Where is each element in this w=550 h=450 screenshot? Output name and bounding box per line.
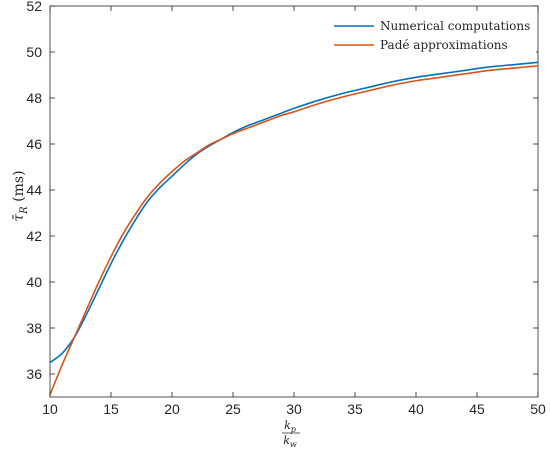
- x-axis-denominator-sub: w: [290, 440, 297, 449]
- plot-area: [49, 5, 539, 398]
- x-tick-label: 25: [225, 401, 241, 417]
- y-tick-label: 52: [26, 0, 42, 14]
- svg-text:kp: kp: [284, 419, 296, 434]
- x-tick-label: 50: [530, 401, 546, 417]
- x-tick-label: 20: [164, 401, 180, 417]
- axes-box: [49, 5, 539, 398]
- legend: Numerical computations Padé approximatio…: [330, 12, 536, 56]
- y-tick-label: 48: [26, 90, 42, 106]
- y-axis-symbol: τ̄: [11, 214, 27, 222]
- legend-label-pade: Padé approximations: [380, 38, 508, 52]
- x-tick-label: 30: [286, 401, 302, 417]
- y-tick-label: 44: [26, 182, 42, 198]
- series-layer: [49, 61, 539, 396]
- y-axis-subscript: R: [19, 206, 30, 215]
- x-tick-label: 45: [469, 401, 485, 417]
- x-tick-label: 35: [347, 401, 363, 417]
- series-line-0: [49, 61, 539, 364]
- x-tick-label: 40: [408, 401, 424, 417]
- svg-text:kw: kw: [283, 434, 297, 449]
- y-tick-label: 42: [26, 228, 42, 244]
- x-axis-denominator: k: [283, 434, 290, 447]
- legend-label-numerical: Numerical computations: [380, 19, 530, 33]
- y-axis-label: τ̄R (ms): [11, 170, 30, 221]
- y-tick-label: 46: [26, 136, 42, 152]
- ticks-layer: 10 15 20 25 30 35 40 45 50 36 38 40 42 44 46 48 50 52: [26, 0, 546, 417]
- y-axis-unit: (ms): [11, 170, 27, 206]
- x-axis-numerator: k: [284, 419, 291, 432]
- y-tick-label: 40: [26, 274, 42, 290]
- x-tick-label: 10: [42, 401, 58, 417]
- x-axis-numerator-sub: p: [291, 425, 296, 434]
- y-tick-label: 50: [26, 44, 42, 60]
- y-tick-label: 38: [26, 320, 42, 336]
- x-axis-label: kp kw: [282, 419, 300, 449]
- y-tick-label: 36: [26, 366, 42, 382]
- legend-box: [330, 12, 536, 56]
- x-tick-label: 15: [103, 401, 119, 417]
- svg-text:τ̄R (ms): τ̄R (ms): [11, 170, 30, 221]
- series-line-1: [49, 65, 539, 396]
